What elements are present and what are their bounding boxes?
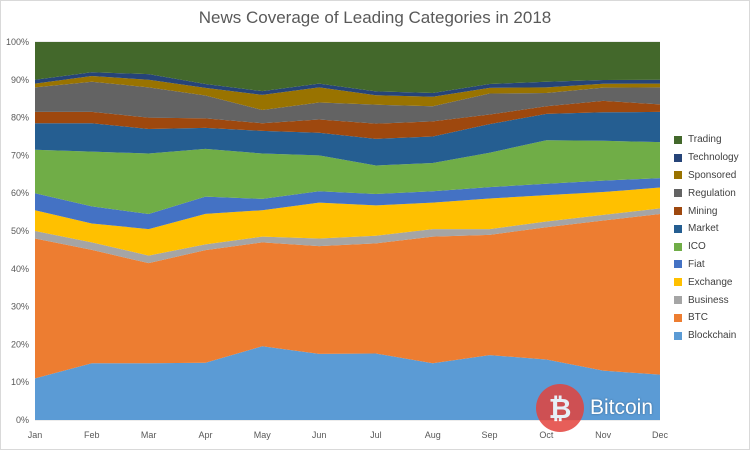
x-tick-label: Jul [370, 430, 382, 440]
area-btc [35, 213, 660, 379]
x-tick-label: Aug [425, 430, 441, 440]
legend-label: Blockchain [688, 330, 737, 342]
legend-item-fiat: Fiat [674, 256, 739, 274]
y-tick-label: 30% [11, 302, 29, 312]
legend-label: Trading [688, 134, 722, 146]
y-tick-label: 0% [16, 415, 29, 425]
y-tick-label: 60% [11, 188, 29, 198]
legend-label: BTC [688, 312, 708, 324]
legend-swatch [674, 153, 682, 162]
legend-swatch [674, 313, 682, 322]
area-regulation [35, 81, 660, 124]
area-ico [35, 140, 660, 214]
areas [35, 42, 660, 420]
x-tick-label: Nov [595, 430, 612, 440]
legend-item-exchange: Exchange [674, 273, 739, 291]
legend-label: ICO [688, 241, 706, 253]
legend-item-regulation: Regulation [674, 184, 739, 202]
area-trading [35, 42, 660, 94]
legend-swatch [674, 207, 682, 216]
area-business [35, 208, 660, 264]
x-tick-label: Sep [482, 430, 498, 440]
legend-item-btc: BTC [674, 309, 739, 327]
legend-label: Sponsored [688, 169, 737, 181]
y-tick-label: 10% [11, 377, 29, 387]
x-tick-label: Dec [652, 430, 669, 440]
x-axis: Jan Feb Mar Apr May Jun Jul Aug Sep Oct Nov Dec [28, 430, 669, 440]
x-tick-label: May [254, 430, 272, 440]
legend-item-mining: Mining [674, 202, 739, 220]
legend-item-sponsored: Sponsored [674, 167, 739, 185]
legend-swatch [674, 135, 682, 144]
legend-label: Fiat [688, 258, 705, 270]
y-tick-label: 50% [11, 226, 29, 236]
area-technology [35, 72, 660, 97]
legend-label: Mining [688, 205, 718, 217]
legend-item-ico: ICO [674, 238, 739, 256]
area-exchange [35, 187, 660, 256]
legend-label: Business [688, 294, 729, 306]
x-tick-label: Feb [84, 430, 100, 440]
area-blockchain [35, 346, 660, 420]
legend-item-business: Business [674, 291, 739, 309]
area-fiat [35, 178, 660, 230]
legend-label: Technology [688, 152, 739, 164]
x-tick-label: Apr [198, 430, 212, 440]
legend-swatch [674, 260, 682, 269]
legend-swatch [674, 171, 682, 180]
legend-swatch [674, 296, 682, 305]
legend-item-blockchain: Blockchain [674, 327, 739, 345]
legend-swatch [674, 278, 682, 287]
legend-item-trading: Trading [674, 131, 739, 149]
area-mining [35, 100, 660, 139]
y-tick-label: 80% [11, 113, 29, 123]
legend-label: Market [688, 223, 719, 235]
legend-label: Regulation [688, 187, 736, 199]
x-tick-label: Oct [539, 430, 554, 440]
x-tick-label: Jan [28, 430, 43, 440]
y-tick-label: 100% [6, 37, 29, 47]
bitcoin-logo-icon: ₿ [536, 384, 584, 432]
legend-item-market: Market [674, 220, 739, 238]
y-tick-label: 70% [11, 150, 29, 160]
legend-item-technology: Technology [674, 149, 739, 167]
area-sponsored [35, 76, 660, 111]
legend-swatch [674, 224, 682, 233]
bitcoin-watermark: ₿ Bitcoin [536, 384, 653, 432]
x-tick-label: Mar [141, 430, 157, 440]
y-tick-label: 90% [11, 75, 29, 85]
watermark-text: Bitcoin [590, 396, 654, 419]
legend-swatch [674, 242, 682, 251]
x-tick-label: Jun [312, 430, 327, 440]
area-market [35, 111, 660, 166]
legend-swatch [674, 331, 682, 340]
y-tick-label: 40% [11, 264, 29, 274]
legend-label: Exchange [688, 276, 733, 288]
chart-title: News Coverage of Leading Categories in 2… [198, 8, 552, 27]
legend-swatch [674, 189, 682, 198]
y-tick-label: 20% [11, 339, 29, 349]
legend: Trading Technology Sponsored Regulation Mini… [674, 131, 739, 345]
y-axis: 0% 10% 20% 30% 40% 50% 60% 70% 80% 90% 100% [6, 37, 29, 425]
